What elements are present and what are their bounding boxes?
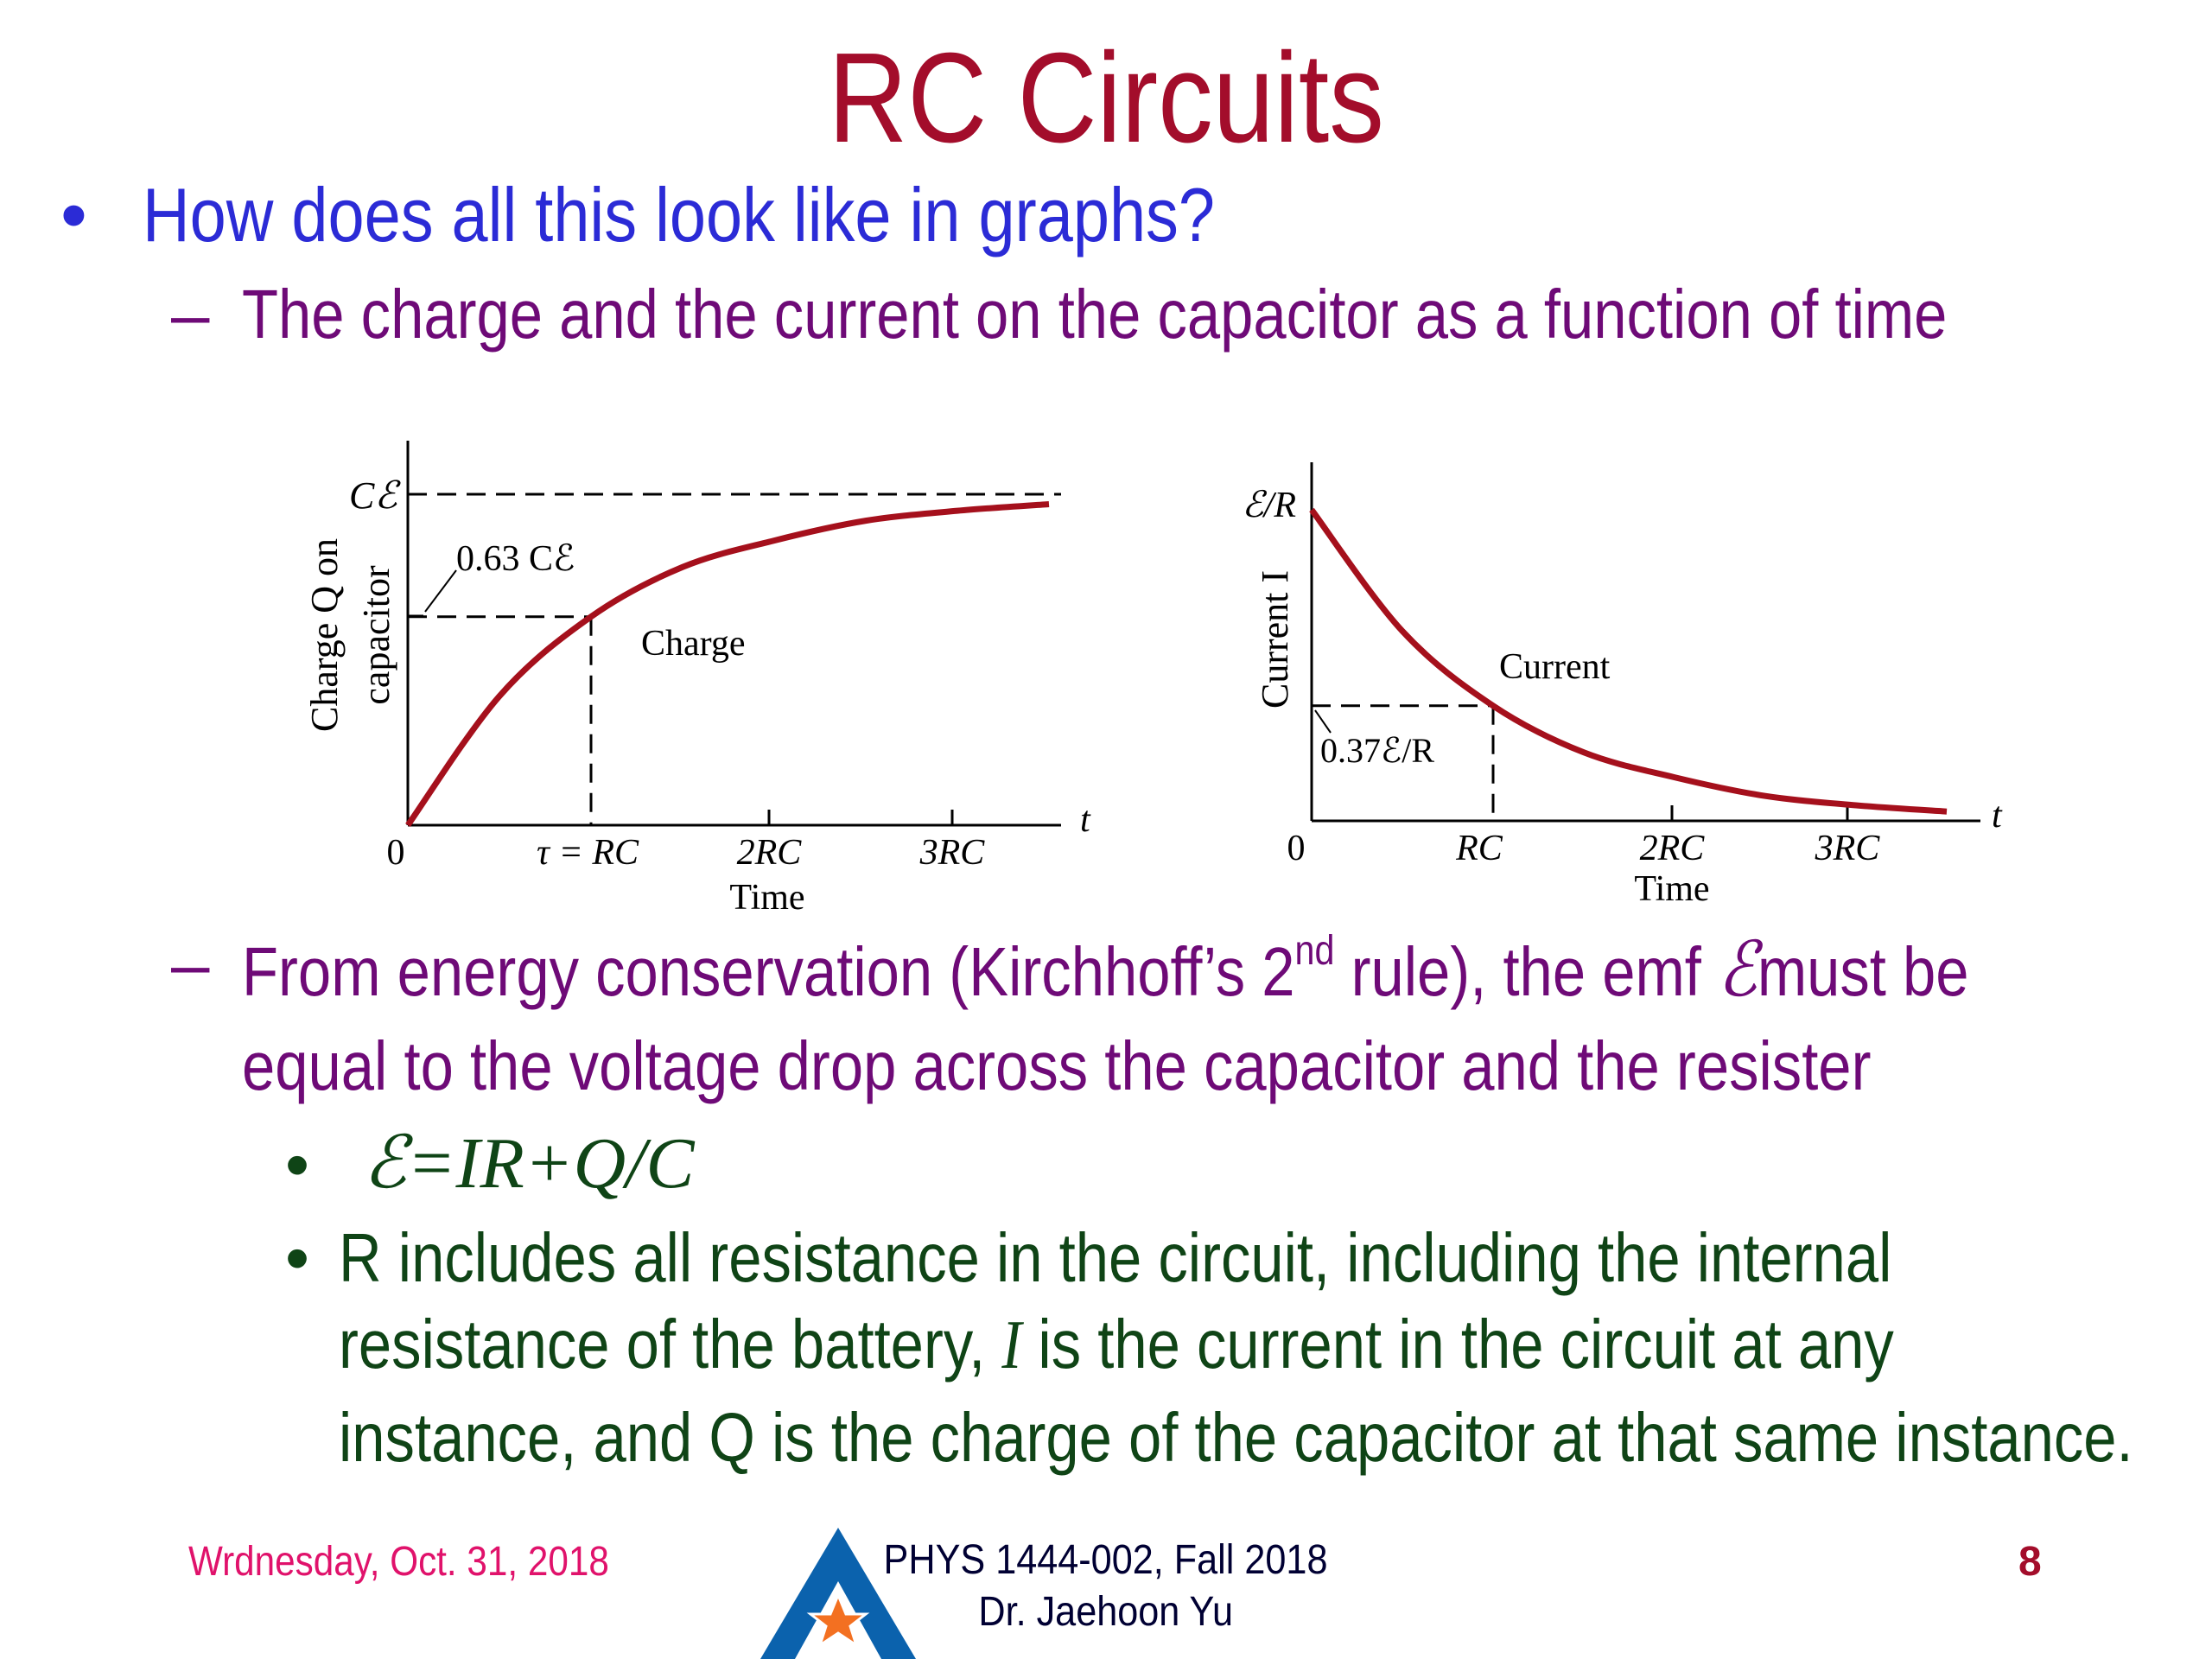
charge-xlabel: Time <box>729 878 804 918</box>
bullet-dot: • <box>60 172 87 257</box>
dash-marker: – <box>171 276 210 353</box>
equation: ℰ=IR+Q/C <box>363 1123 695 1204</box>
current-xtick-0: 0 <box>1287 829 1306 868</box>
current-xtick-rc: RC <box>1455 829 1503 868</box>
current-axis-t: t <box>1992 796 2003 836</box>
charge-axis-t: t <box>1080 800 1091 840</box>
bullet-dot-r: • <box>285 1219 310 1296</box>
slide-title: RC Circuits <box>828 27 1384 169</box>
charge-ylabel-1: Charge Q on <box>303 538 346 732</box>
page-number: 8 <box>2018 1539 2042 1585</box>
current-ylabel: Current I <box>1254 570 1296 709</box>
current-ytop-label: ℰ/R <box>1242 486 1296 525</box>
charge-xtick-3rc: 3RC <box>919 833 986 873</box>
bullet-main: How does all this look like in graphs? <box>143 172 1215 257</box>
uta-a-star-logo-icon <box>760 1528 916 1659</box>
charge-xtick-0: 0 <box>387 833 405 873</box>
current-curve <box>1309 507 1948 815</box>
sub-bullet-charge-current: The charge and the current on the capaci… <box>242 276 1948 353</box>
sub-bullet-energy-line2: equal to the voltage drop across the cap… <box>242 1027 1872 1104</box>
current-xtick-2rc: 2RC <box>1640 829 1706 868</box>
charge-ytick-ce: Cℰ <box>349 474 401 517</box>
r-line1: R includes all resistance in the circuit… <box>339 1219 1892 1296</box>
charge-ylabel-2: capacitor <box>355 565 397 705</box>
current-series-label: Current <box>1499 647 1611 687</box>
current-xtick-3rc: 3RC <box>1815 829 1881 868</box>
charge-chart: Cℰ 0.63 Cℰ Charge 0 τ = RC 2RC 3RC t Tim… <box>303 441 1091 918</box>
sub-bullet-energy-line1: From energy conservation (Kirchhoff’s 2n… <box>242 928 1969 1013</box>
dash-marker-2: – <box>171 925 210 1002</box>
charge-annotation: 0.63 Cℰ <box>456 539 575 579</box>
current-xlabel: Time <box>1634 869 1709 909</box>
footer-date: Wrdnesday, Oct. 31, 2018 <box>188 1539 609 1585</box>
current-annotation: 0.37ℰ/R <box>1320 731 1434 770</box>
footer-course: PHYS 1444-002, Fall 2018 Dr. Jaehoon Yu <box>884 1537 1328 1635</box>
charge-xtick-rc: τ = RC <box>537 833 639 873</box>
charge-curve <box>405 500 1050 828</box>
current-chart: ℰ/R 0.37ℰ/R Current 0 RC 2RC 3RC t Time … <box>1242 462 2003 909</box>
bullet-dot-eq: • <box>285 1126 310 1203</box>
charge-xtick-2rc: 2RC <box>737 833 803 873</box>
charge-series-label: Charge <box>641 624 746 664</box>
r-line2: resistance of the battery, I is the curr… <box>339 1306 1894 1383</box>
r-line3: instance, and Q is the charge of the cap… <box>339 1399 2133 1476</box>
